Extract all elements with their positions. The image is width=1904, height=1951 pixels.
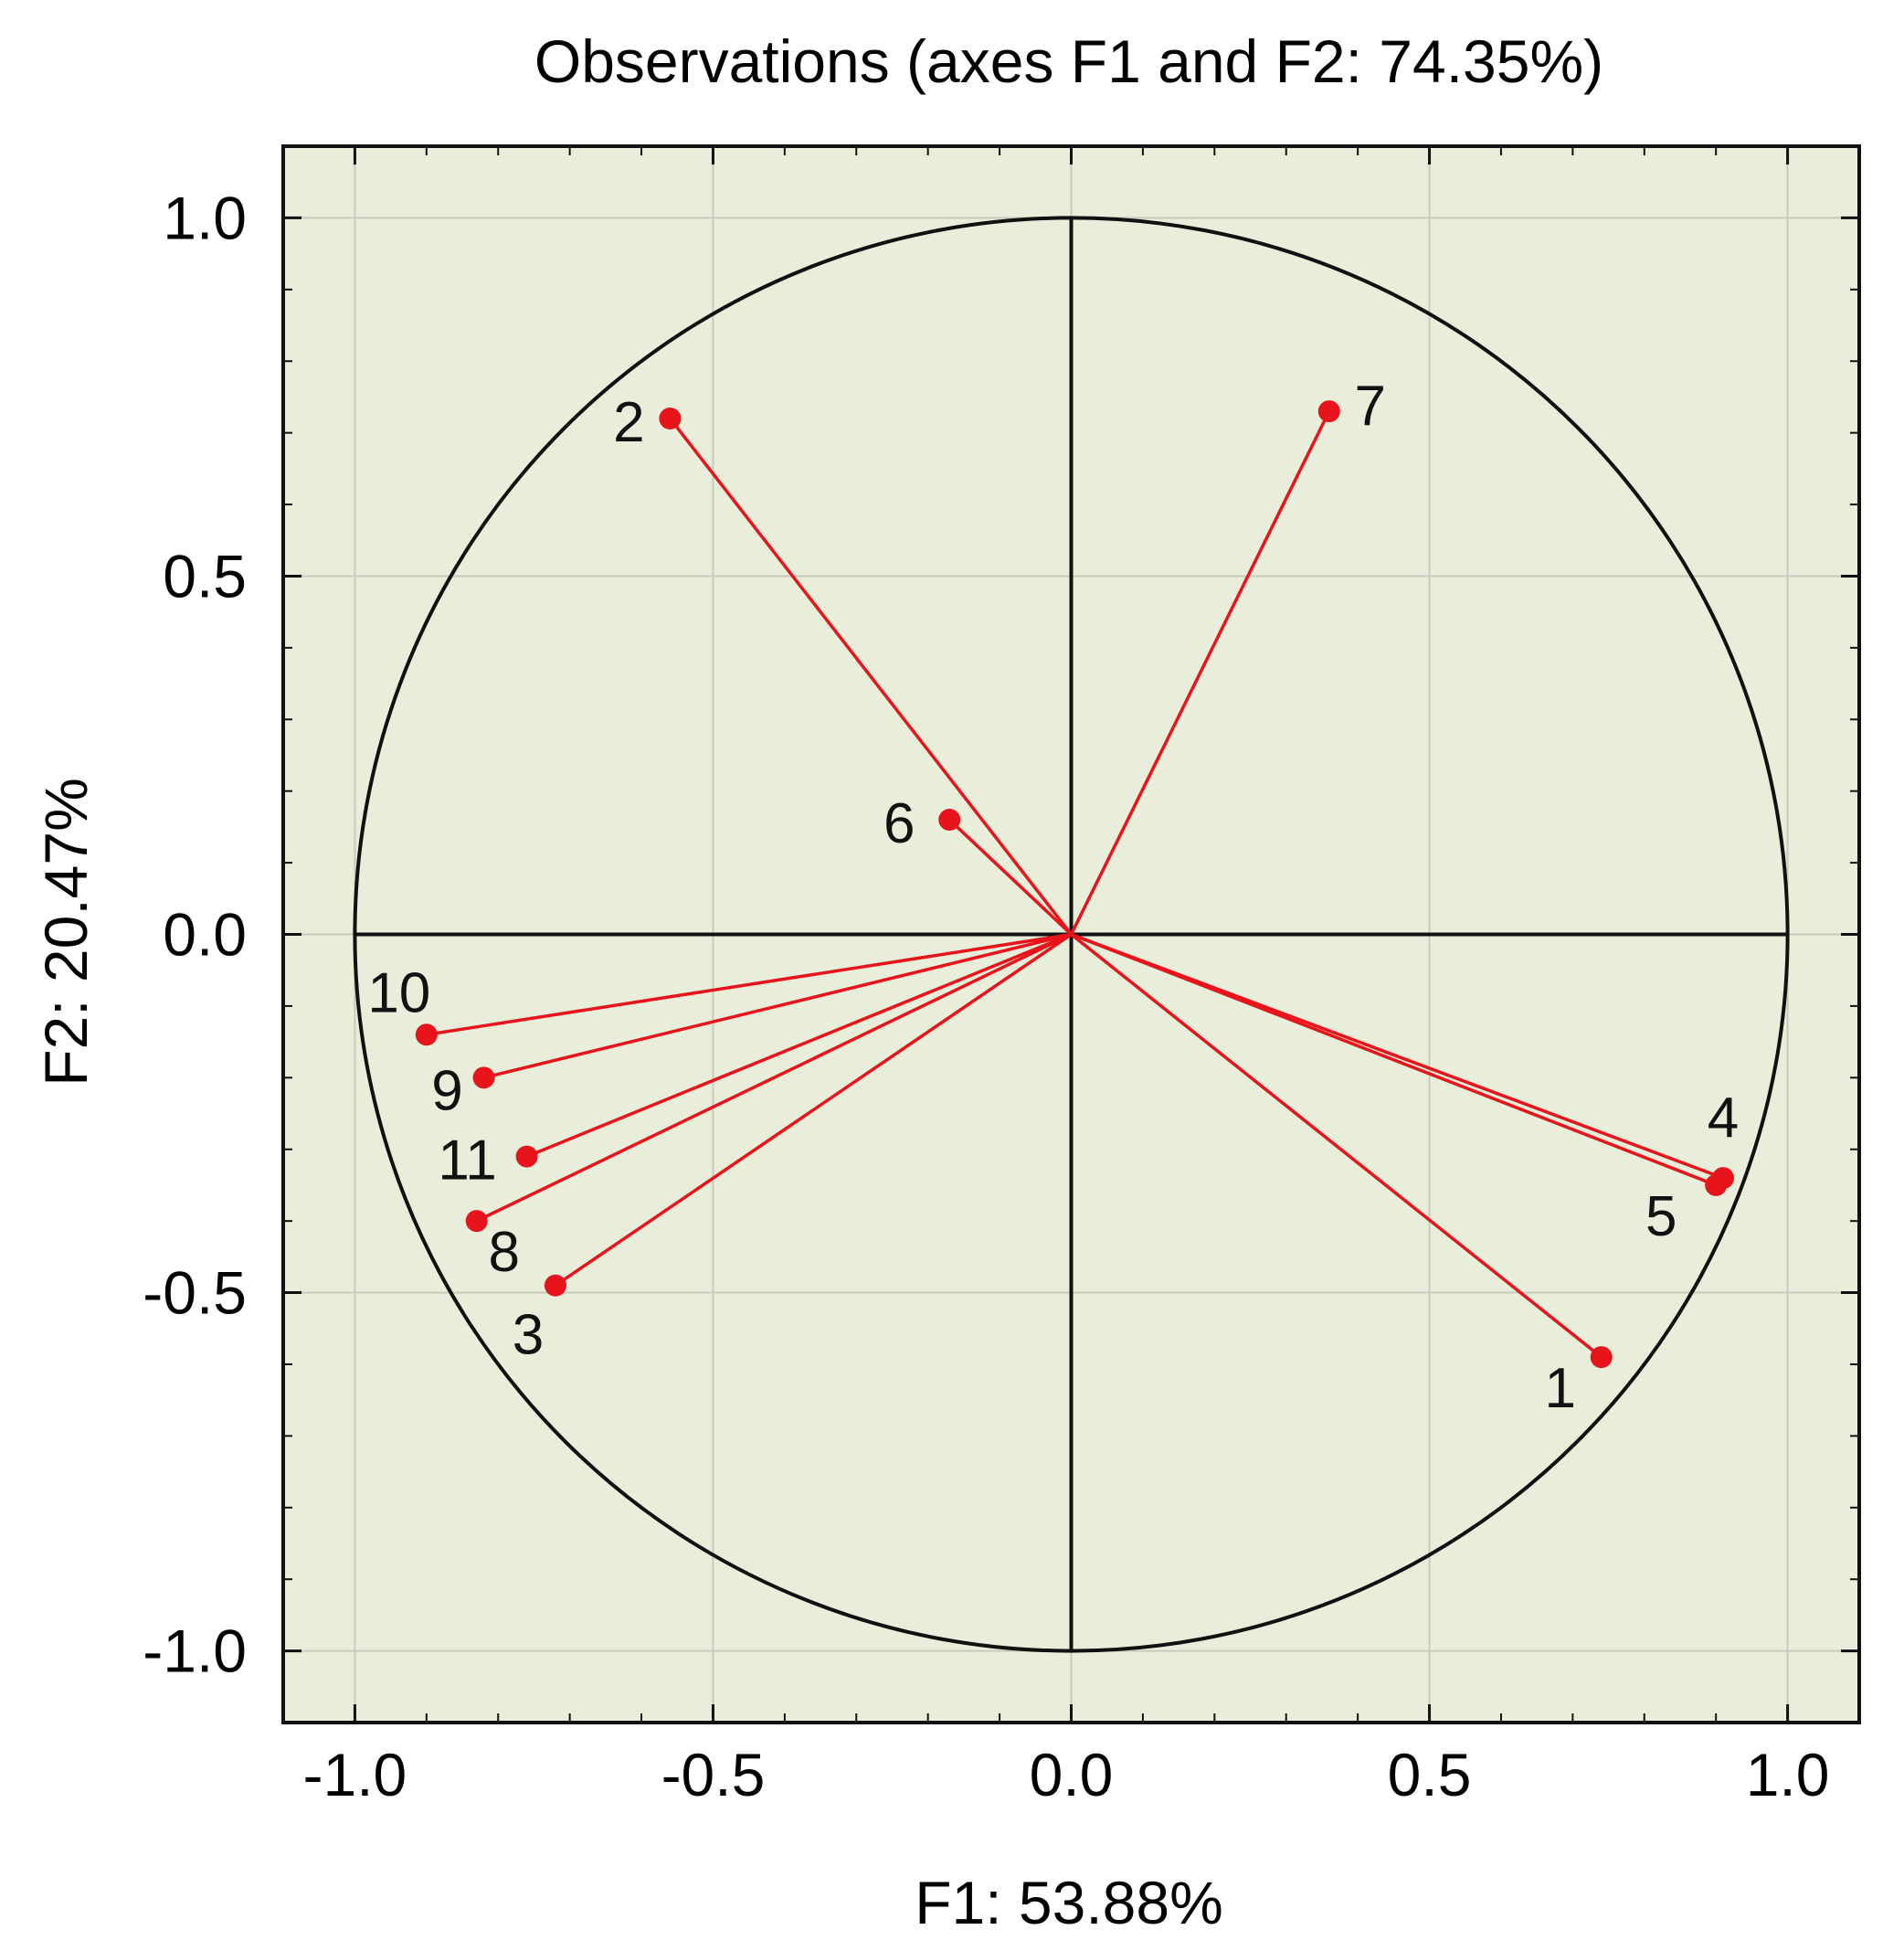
y-tick-label: 0.0 (163, 901, 247, 969)
point-label-2: 2 (613, 391, 644, 454)
point-7 (1317, 400, 1340, 423)
vector-6 (948, 818, 1073, 936)
point-6 (938, 809, 961, 832)
x-tick-label: 0.5 (1388, 1741, 1472, 1808)
ticks: -1.0 -0.5 0.0 0.5 1.0 1.0 0.5 0.0 -0.5 -1.0 (143, 146, 1859, 1808)
point-11 (515, 1145, 538, 1168)
point-2 (659, 407, 682, 429)
vector-7 (1069, 410, 1331, 936)
point-label-1: 1 (1544, 1357, 1575, 1420)
vector-10 (426, 932, 1072, 1037)
point-9 (472, 1066, 495, 1089)
y-tick-label: -1.0 (143, 1617, 247, 1685)
x-tick-label: -0.5 (661, 1741, 766, 1808)
plot-frame (281, 144, 1861, 1724)
point-label-3: 3 (513, 1304, 544, 1367)
vector-1 (1070, 933, 1603, 1359)
chart-title: Observations (axes F1 and F2: 74.35%) (534, 27, 1603, 95)
vector-8 (475, 932, 1073, 1223)
point-3 (544, 1274, 566, 1297)
point-labels: 1 2 3 45 6 7 8 910 11 (367, 375, 1739, 1420)
point-1 (1590, 1346, 1613, 1369)
point-label-6: 6 (883, 792, 915, 855)
point-8 (465, 1210, 488, 1233)
x-tick-label: -1.0 (303, 1741, 407, 1808)
y-axis-label: F2: 20.47% (32, 778, 100, 1087)
y-tick-label: 0.5 (163, 542, 247, 610)
point-label-7: 7 (1355, 375, 1386, 438)
point-label-8: 8 (488, 1221, 519, 1284)
x-tick-label: 1.0 (1746, 1741, 1830, 1808)
point-label-10: 10 (367, 961, 430, 1024)
vector-2 (669, 417, 1073, 936)
points (415, 400, 1735, 1369)
x-tick-label: 0.0 (1030, 1741, 1114, 1808)
point-label-11: 11 (438, 1129, 496, 1193)
point-label-9: 9 (431, 1059, 462, 1122)
point-label-4: 4 (1708, 1087, 1739, 1150)
vectors (426, 410, 1724, 1359)
vector-3 (554, 933, 1073, 1288)
point-5 (1705, 1173, 1728, 1196)
vector-5 (1070, 932, 1717, 1187)
vector-11 (525, 932, 1073, 1159)
y-tick-label: 1.0 (163, 184, 247, 251)
y-tick-label: -0.5 (143, 1259, 247, 1327)
vector-9 (483, 932, 1072, 1080)
point-10 (415, 1023, 438, 1046)
point-label-5: 5 (1645, 1185, 1677, 1248)
x-axis-label: F1: 53.88% (915, 1869, 1223, 1936)
